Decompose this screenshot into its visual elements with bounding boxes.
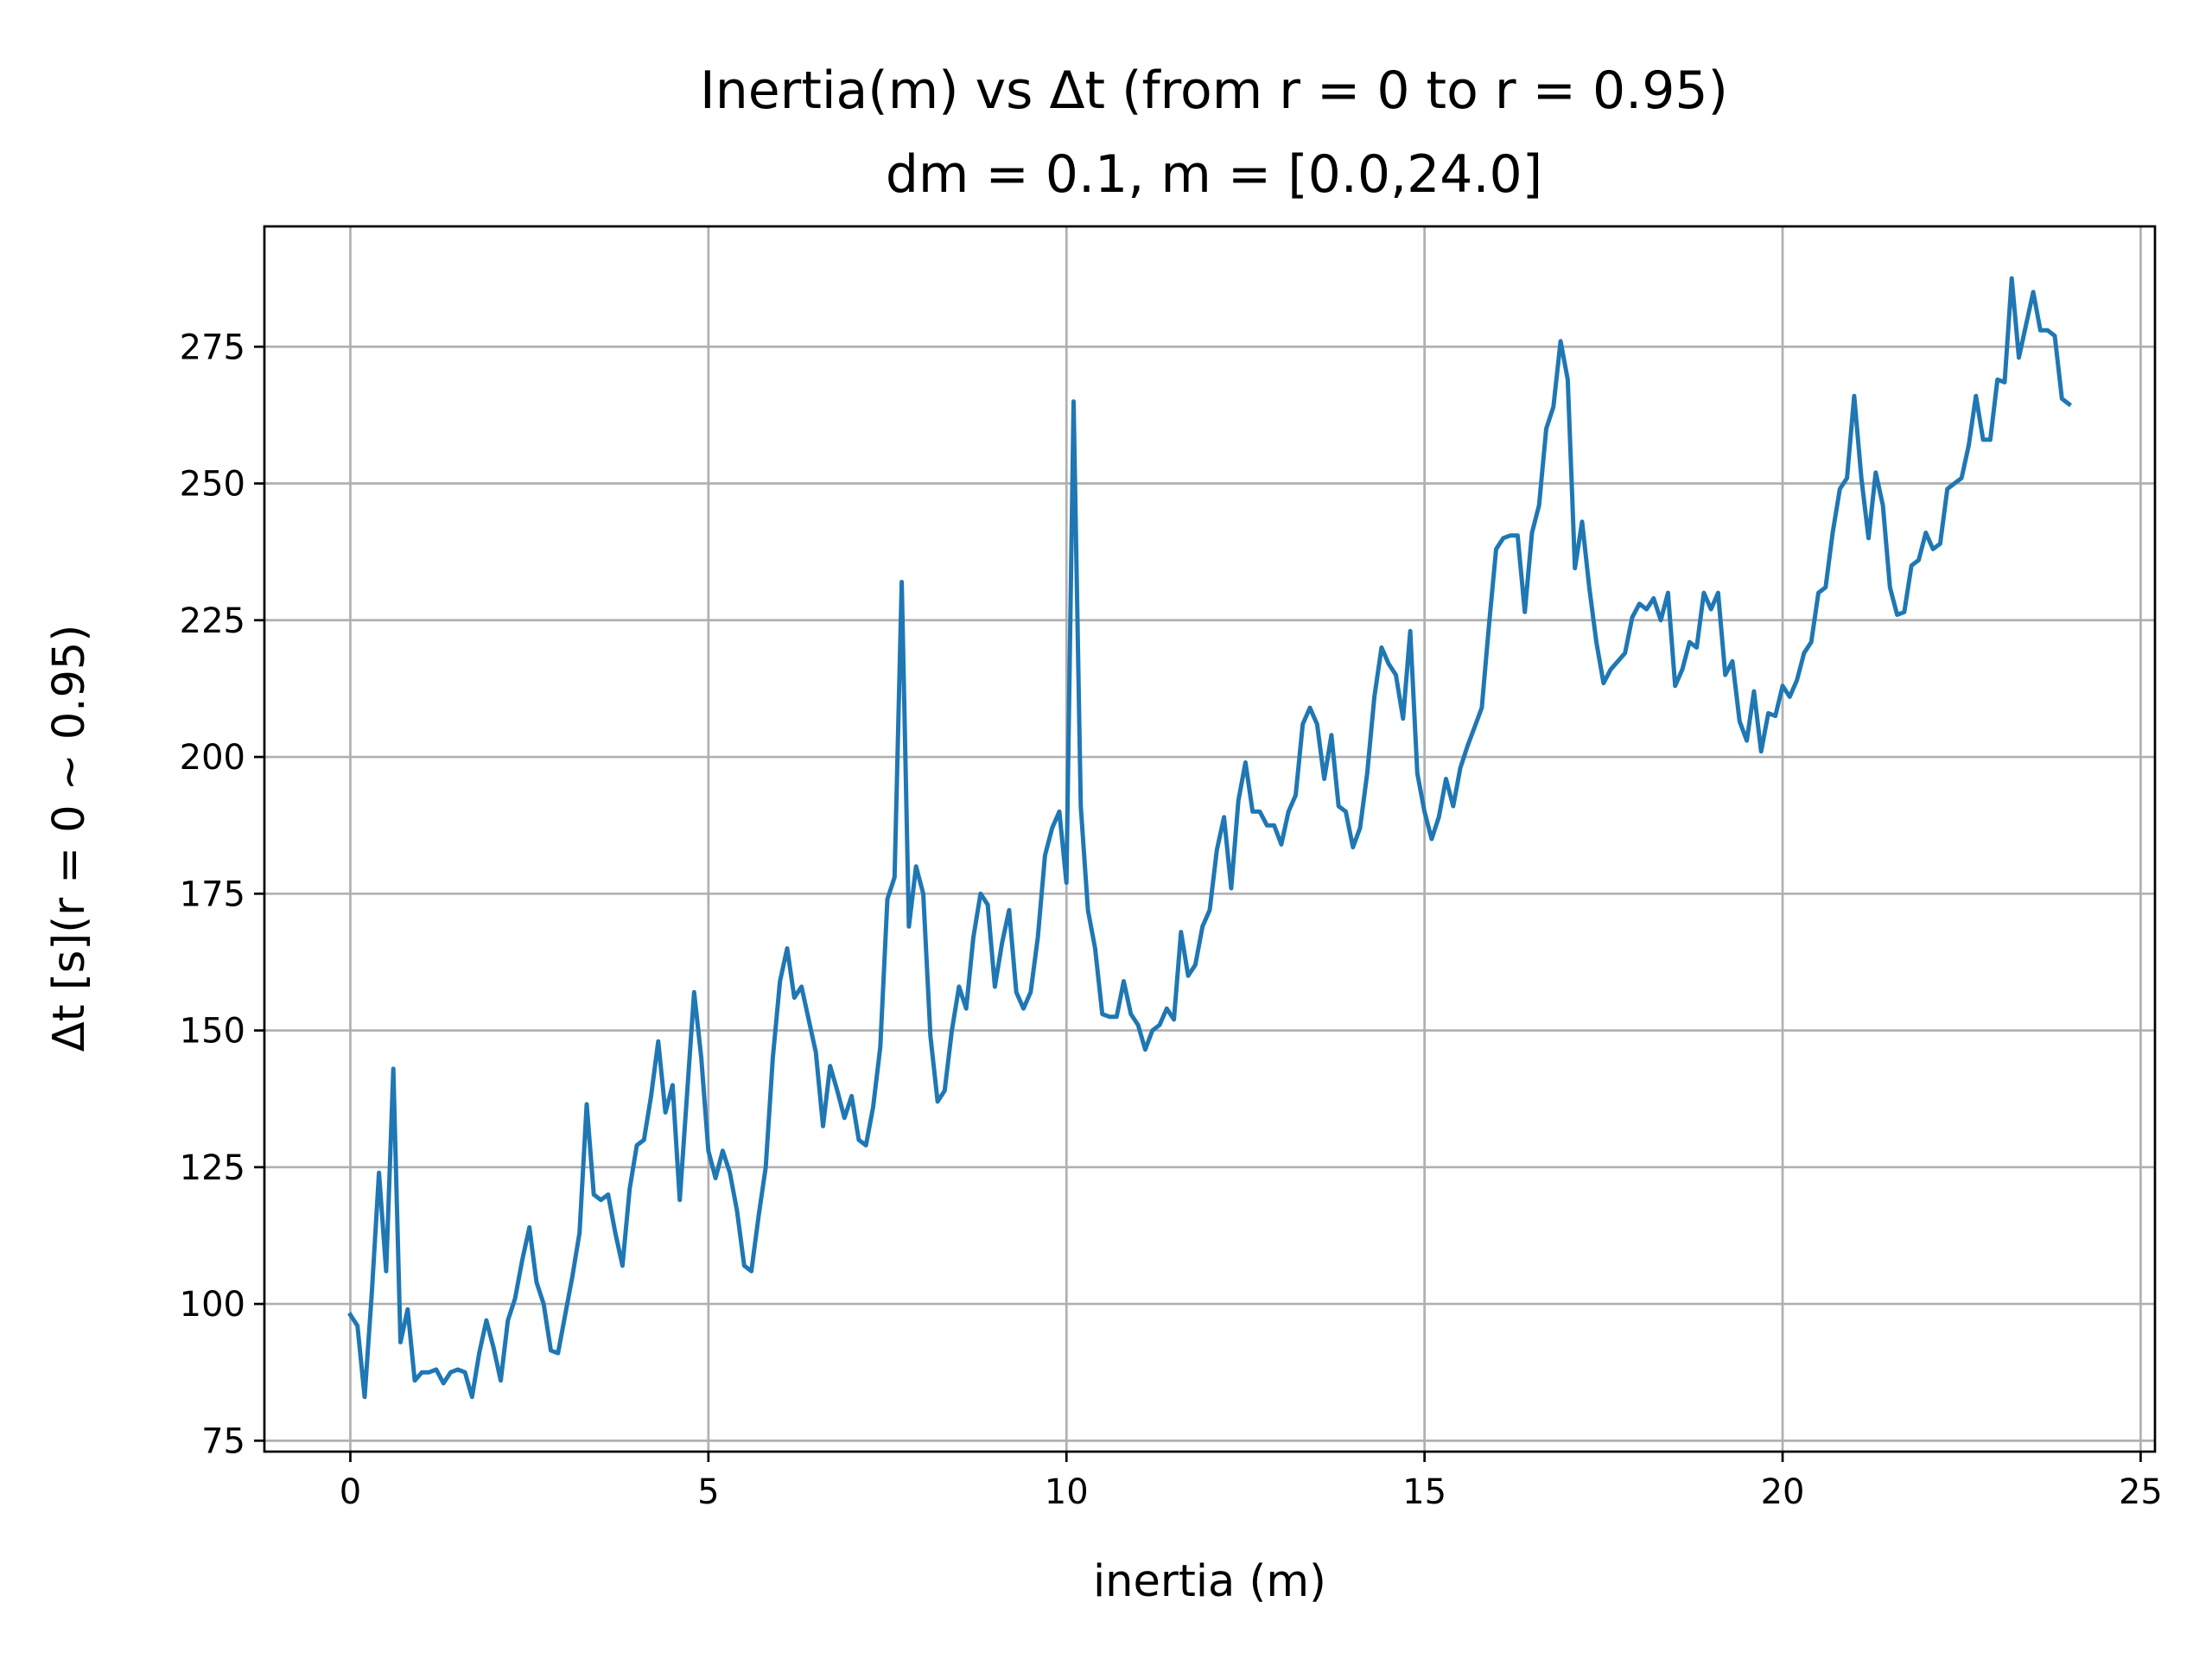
axis-ticks: 0 5 10 15 20 25 75 100 125 150 175 200 225 250 275 [180,327,2163,1512]
y-tick-label: 275 [180,327,245,367]
series-group [347,276,2073,1400]
y-tick-label: 200 [180,738,245,778]
y-tick-label: 150 [180,1012,245,1052]
plot-frame [263,225,2157,1453]
y-tick-label: 250 [180,465,245,505]
x-tick-label: 5 [697,1472,719,1512]
y-tick-label: 75 [201,1421,245,1461]
chart-title-line-2: dm = 0.1, m = [0.0,24.0] [886,144,1542,205]
y-tick-label: 125 [180,1148,245,1188]
x-tick-label: 10 [1045,1472,1089,1512]
y-axis-label: Δt [s](r = 0 ~ 0.95) [44,625,95,1052]
grid-lines [264,226,2155,1452]
chart-title-line-1: Inertia(m) vs Δt (from r = 0 to r = 0.95… [700,60,1728,121]
y-tick-label: 175 [180,874,245,914]
y-tick-label: 225 [180,601,245,641]
x-tick-label: 15 [1402,1472,1446,1512]
x-tick-label: 0 [340,1472,361,1512]
x-tick-label: 25 [2119,1472,2163,1512]
x-tick-label: 20 [1761,1472,1805,1512]
y-tick-label: 100 [180,1285,245,1325]
x-axis-label: inertia (m) [1093,1556,1326,1607]
series-line [347,276,2073,1400]
